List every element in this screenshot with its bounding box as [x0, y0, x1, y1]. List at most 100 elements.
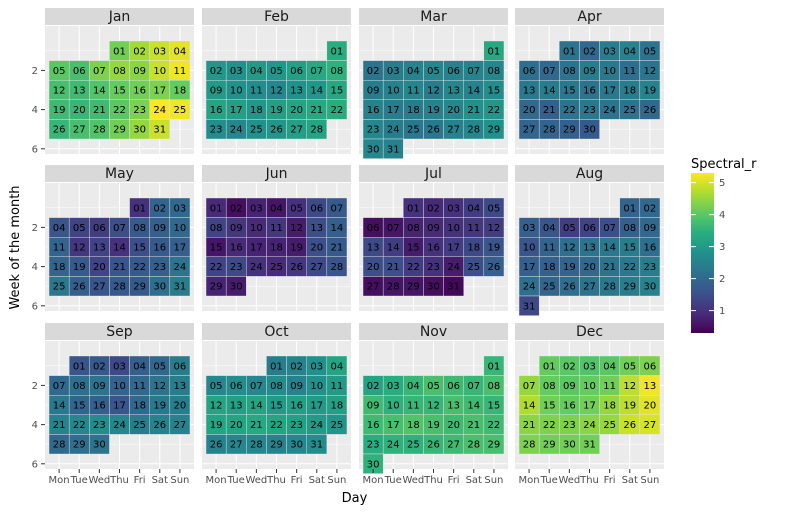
day-label: 03 — [447, 203, 460, 214]
day-label: 15 — [113, 86, 126, 97]
day-label: 09 — [563, 381, 576, 392]
day-label: 01 — [623, 203, 636, 214]
day-label: 02 — [367, 381, 380, 392]
day-label: 22 — [488, 420, 501, 431]
day-label: 24 — [603, 105, 616, 116]
day-label: 04 — [174, 46, 187, 57]
day-label: 07 — [543, 66, 556, 77]
day-label: 29 — [407, 282, 420, 293]
day-label: 30 — [93, 440, 106, 451]
day-label: 21 — [523, 420, 536, 431]
day-label: 10 — [603, 66, 616, 77]
day-label: 01 — [133, 203, 146, 214]
strip-dec — [515, 323, 664, 340]
day-label: 30 — [133, 125, 146, 136]
day-label: 11 — [250, 86, 263, 97]
day-label: 24 — [523, 282, 536, 293]
strip-feb — [202, 8, 351, 25]
day-label: 22 — [270, 420, 283, 431]
day-label: 06 — [93, 223, 106, 234]
day-label: 25 — [603, 420, 616, 431]
day-label: 16 — [644, 243, 657, 254]
day-label: 29 — [488, 125, 501, 136]
day-label: 01 — [73, 361, 86, 372]
day-label: 16 — [367, 420, 380, 431]
day-label: 18 — [623, 86, 636, 97]
day-label: 26 — [488, 262, 501, 273]
day-label: 16 — [427, 243, 440, 254]
day-label: 12 — [53, 86, 66, 97]
day-cell — [169, 414, 191, 435]
day-label: 17 — [250, 243, 263, 254]
day-cell — [306, 119, 328, 140]
day-label: 12 — [270, 86, 283, 97]
day-label: 13 — [447, 86, 460, 97]
day-label: 28 — [543, 125, 556, 136]
day-label: 19 — [153, 401, 166, 412]
day-label: 09 — [93, 381, 106, 392]
day-label: 25 — [543, 282, 556, 293]
day-label: 14 — [543, 86, 556, 97]
x-tick-label: Sun — [640, 475, 659, 486]
day-label: 25 — [331, 420, 344, 431]
strip-jun — [202, 165, 351, 182]
day-label: 06 — [523, 66, 536, 77]
day-label: 07 — [467, 381, 480, 392]
day-label: 18 — [331, 401, 344, 412]
day-label: 29 — [133, 282, 146, 293]
day-label: 30 — [583, 125, 596, 136]
day-label: 04 — [543, 223, 556, 234]
strip-jan — [45, 8, 194, 25]
day-label: 11 — [407, 401, 420, 412]
day-label: 27 — [93, 282, 106, 293]
day-cell — [169, 276, 191, 297]
day-label: 24 — [583, 420, 596, 431]
day-label: 11 — [467, 223, 480, 234]
day-label: 15 — [133, 243, 146, 254]
day-label: 03 — [523, 223, 536, 234]
legend-tick-label: 1 — [719, 306, 725, 317]
day-label: 02 — [290, 361, 303, 372]
day-label: 05 — [73, 223, 86, 234]
day-label: 15 — [488, 401, 501, 412]
day-label: 01 — [563, 46, 576, 57]
day-label: 06 — [644, 361, 657, 372]
day-label: 13 — [230, 401, 243, 412]
day-label: 11 — [174, 66, 187, 77]
day-label: 20 — [523, 105, 536, 116]
day-label: 22 — [210, 262, 223, 273]
day-label: 09 — [210, 86, 223, 97]
day-label: 03 — [310, 361, 323, 372]
day-label: 18 — [603, 401, 616, 412]
day-label: 24 — [113, 420, 126, 431]
day-label: 24 — [447, 262, 460, 273]
day-label: 10 — [583, 381, 596, 392]
day-label: 05 — [488, 203, 501, 214]
day-label: 20 — [93, 262, 106, 273]
day-label: 08 — [210, 223, 223, 234]
day-label: 26 — [53, 125, 66, 136]
day-label: 02 — [230, 203, 243, 214]
day-label: 17 — [310, 401, 323, 412]
day-label: 01 — [331, 46, 344, 57]
day-label: 09 — [644, 223, 657, 234]
day-label: 20 — [644, 401, 657, 412]
day-label: 25 — [270, 262, 283, 273]
day-label: 22 — [623, 262, 636, 273]
day-label: 06 — [447, 381, 460, 392]
day-label: 26 — [427, 125, 440, 136]
y-tick-label: 4 — [32, 420, 38, 431]
day-label: 09 — [367, 86, 380, 97]
strip-mar — [359, 8, 508, 25]
day-label: 01 — [270, 361, 283, 372]
day-label: 25 — [174, 105, 187, 116]
day-label: 23 — [644, 262, 657, 273]
day-label: 28 — [310, 125, 323, 136]
day-label: 06 — [310, 203, 323, 214]
day-label: 14 — [113, 243, 126, 254]
day-label: 28 — [467, 440, 480, 451]
day-label: 12 — [623, 381, 636, 392]
day-label: 21 — [53, 420, 66, 431]
y-tick-label: 6 — [32, 144, 38, 155]
